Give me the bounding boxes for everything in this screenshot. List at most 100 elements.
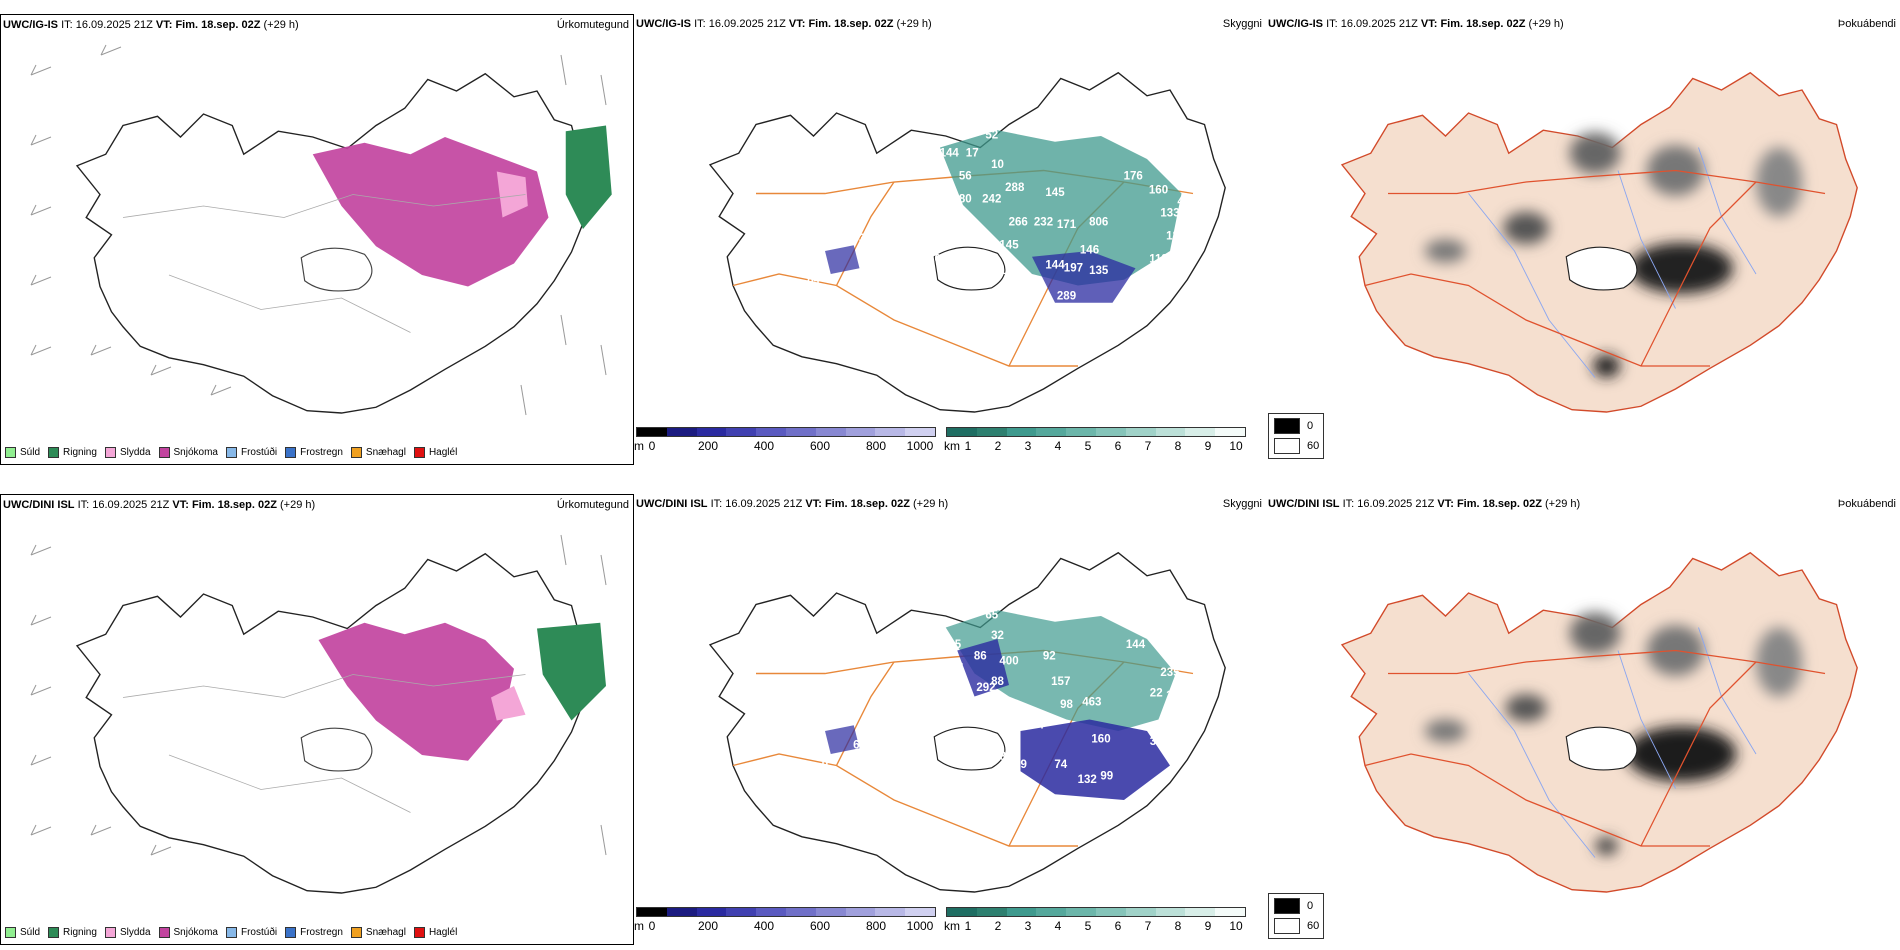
cloud-base-label: 91 <box>911 751 924 763</box>
cloud-base-label: 133 <box>1160 208 1179 220</box>
field-title-precip-bottom: Úrkomutegund <box>556 499 629 511</box>
fog-key-high-label: 0 <box>1307 420 1314 432</box>
vis-colorbar-top: km 1 2 3 4 5 6 7 8 9 10 <box>944 427 1246 459</box>
vis-strip <box>946 907 1246 917</box>
legend-swatch <box>158 927 170 938</box>
fog-panel-bottom: UWC/DINI ISL IT: 16.09.2025 21Z VT: Fim.… <box>1266 494 1900 945</box>
precip-panel-top: UWC/IG-IS IT: 16.09.2025 21Z VT: Fim. 18… <box>0 14 634 465</box>
cloud-base-label: 52 <box>985 129 998 141</box>
legend-swatch <box>104 447 116 458</box>
cloud-base-label: 176 <box>1124 171 1143 183</box>
vis-ticks: 1 2 3 4 5 6 7 8 9 10 <box>964 439 1243 453</box>
snow-area <box>312 137 549 287</box>
field-title-cloud-top: Skyggni <box>1222 18 1262 30</box>
height-colorbar-top: m 0 200 400 600 800 1000 <box>634 427 936 459</box>
fog-map-bottom <box>1341 552 1858 893</box>
cloud-base-label: 160 <box>1149 185 1168 197</box>
legend-item: Súld <box>5 927 40 938</box>
legend-swatch <box>413 927 425 938</box>
fog-key-bottom: 0 60 <box>1268 893 1324 939</box>
fog-map-top <box>1341 72 1858 413</box>
vis-ticks: 1 2 3 4 5 6 7 8 9 10 <box>964 919 1243 933</box>
cloud-base-label: 146 <box>1080 244 1099 256</box>
legend-item: Slydda <box>104 447 151 458</box>
cloud-base-label: 37 <box>859 233 872 245</box>
legend-swatch <box>48 447 60 458</box>
legend-item: Frostúði <box>225 927 277 938</box>
cloud-labels: 65 32 105 86 400 92 144 66 88 157 235 22 292 98 463 130… <box>822 609 1205 785</box>
vis-unit: km <box>944 439 960 453</box>
legend-item: Rigning <box>48 447 97 458</box>
legend-swatch <box>48 927 60 938</box>
precip-panel-bottom: UWC/DINI ISL IT: 16.09.2025 21Z VT: Fim.… <box>0 494 634 945</box>
cloud-base-label: 112 <box>1149 254 1168 266</box>
precip-legend-bottom: Súld Rigning Slydda Snjókoma Frostúði Fr… <box>5 927 457 938</box>
cloud-base-label: 463 <box>1082 697 1101 709</box>
legend-item: Snæhagl <box>350 927 406 938</box>
cloud-base-label: 0 <box>822 759 828 771</box>
cloud-labels: 52 419 144 17 10 267 56 176 10 80 242 288 160 145 47 26… <box>807 122 1190 302</box>
cloud-base-label: 144 <box>1126 639 1146 651</box>
cloud-base-label: 65 <box>853 739 866 751</box>
legend-swatch <box>5 927 16 938</box>
wind-barbs <box>30 44 607 416</box>
cloud-panel-bottom: UWC/DINI ISL IT: 16.09.2025 21Z VT: Fim.… <box>634 494 1266 945</box>
field-title-fog-top: Þokuábendi <box>1837 18 1896 30</box>
vis-strip <box>946 427 1246 437</box>
cloud-base-label: 66 <box>951 662 964 674</box>
legend-swatch <box>104 927 116 938</box>
cloud-navy <box>1032 251 1136 303</box>
fog-key-top: 0 60 <box>1268 413 1324 459</box>
legend-item: Frostregn <box>285 447 343 458</box>
legend-item: Frostregn <box>285 927 343 938</box>
cloud-base-label: 93 <box>993 751 1006 763</box>
precip-legend-top: Súld Rigning Slydda Snjókoma Frostúði Fr… <box>5 447 457 458</box>
cloud-base-label: 204 <box>1025 720 1045 732</box>
cloud-base-label: 47 <box>1177 196 1190 208</box>
cloud-base-label: 74 <box>1054 759 1067 771</box>
cloud-base-label: 88 <box>991 676 1004 688</box>
header-top-precip: UWC/IG-IS IT: 16.09.2025 21Z VT: Fim. 18… <box>3 19 299 31</box>
cloud-base-label: 98 <box>1060 699 1073 711</box>
cloud-base-label: 99 <box>1014 759 1027 771</box>
cloud-base-label: 102 <box>1158 716 1177 728</box>
height-unit: m <box>634 439 644 453</box>
cloud-base-label: 145 <box>1045 187 1065 199</box>
legend-item: Snjókoma <box>158 927 218 938</box>
legend-swatch <box>413 447 425 458</box>
fog-key-high-swatch <box>1274 898 1300 914</box>
legend-swatch <box>225 447 237 458</box>
cloud-base-label: 160 <box>1091 734 1110 746</box>
legend-swatch <box>350 927 362 938</box>
cloud-map-bottom: 65 32 105 86 400 92 144 66 88 157 235 22 292 98 463 130… <box>709 552 1226 893</box>
cloud-map-top: 52 419 144 17 10 267 56 176 10 80 242 288 160 145 47 26… <box>709 72 1226 413</box>
cloud-base-label: 144 <box>940 148 960 160</box>
cloud-base-label: 157 <box>1051 676 1070 688</box>
height-ticks: 0 200 400 600 800 1000 <box>648 439 934 453</box>
fog-panel-top: UWC/IG-IS IT: 16.09.2025 21Z VT: Fim. 18… <box>1266 14 1900 465</box>
cloud-base-label: 65 <box>985 609 998 621</box>
legend-item: Snæhagl <box>350 447 406 458</box>
cloud-base-label: 289 <box>1057 290 1076 302</box>
legend-item: Snjókoma <box>158 447 218 458</box>
cloud-base-label: 17 <box>966 148 979 160</box>
cloud-base-label: 121 <box>1166 231 1186 243</box>
height-strip <box>636 427 936 437</box>
cloud-teal <box>940 130 1182 286</box>
cloud-base-label: 266 <box>1009 217 1028 229</box>
vis-colorbar-bottom: km 1 2 3 4 5 6 7 8 9 10 <box>944 907 1246 939</box>
cloud-base-label: 80 <box>959 194 972 206</box>
cloud-base-label: 105 <box>999 265 1019 277</box>
height-strip <box>636 907 936 917</box>
sleet-area <box>496 171 528 218</box>
cloud-base-label: 239 <box>1022 279 1041 291</box>
fog-key-high-swatch <box>1274 418 1300 434</box>
cloud-base-label: 10 <box>991 159 1004 171</box>
fog-key-high-label: 0 <box>1307 900 1314 912</box>
cloud-base-label: 132 <box>1078 774 1097 786</box>
height-colorbar-bottom: m 0 200 400 600 800 1000 <box>634 907 936 939</box>
cloud-base-label: 22 <box>1150 688 1163 700</box>
field-title-cloud-bottom: Skyggni <box>1222 498 1262 510</box>
precip-map-bottom <box>30 534 607 894</box>
fog-key-low-swatch <box>1274 438 1300 454</box>
